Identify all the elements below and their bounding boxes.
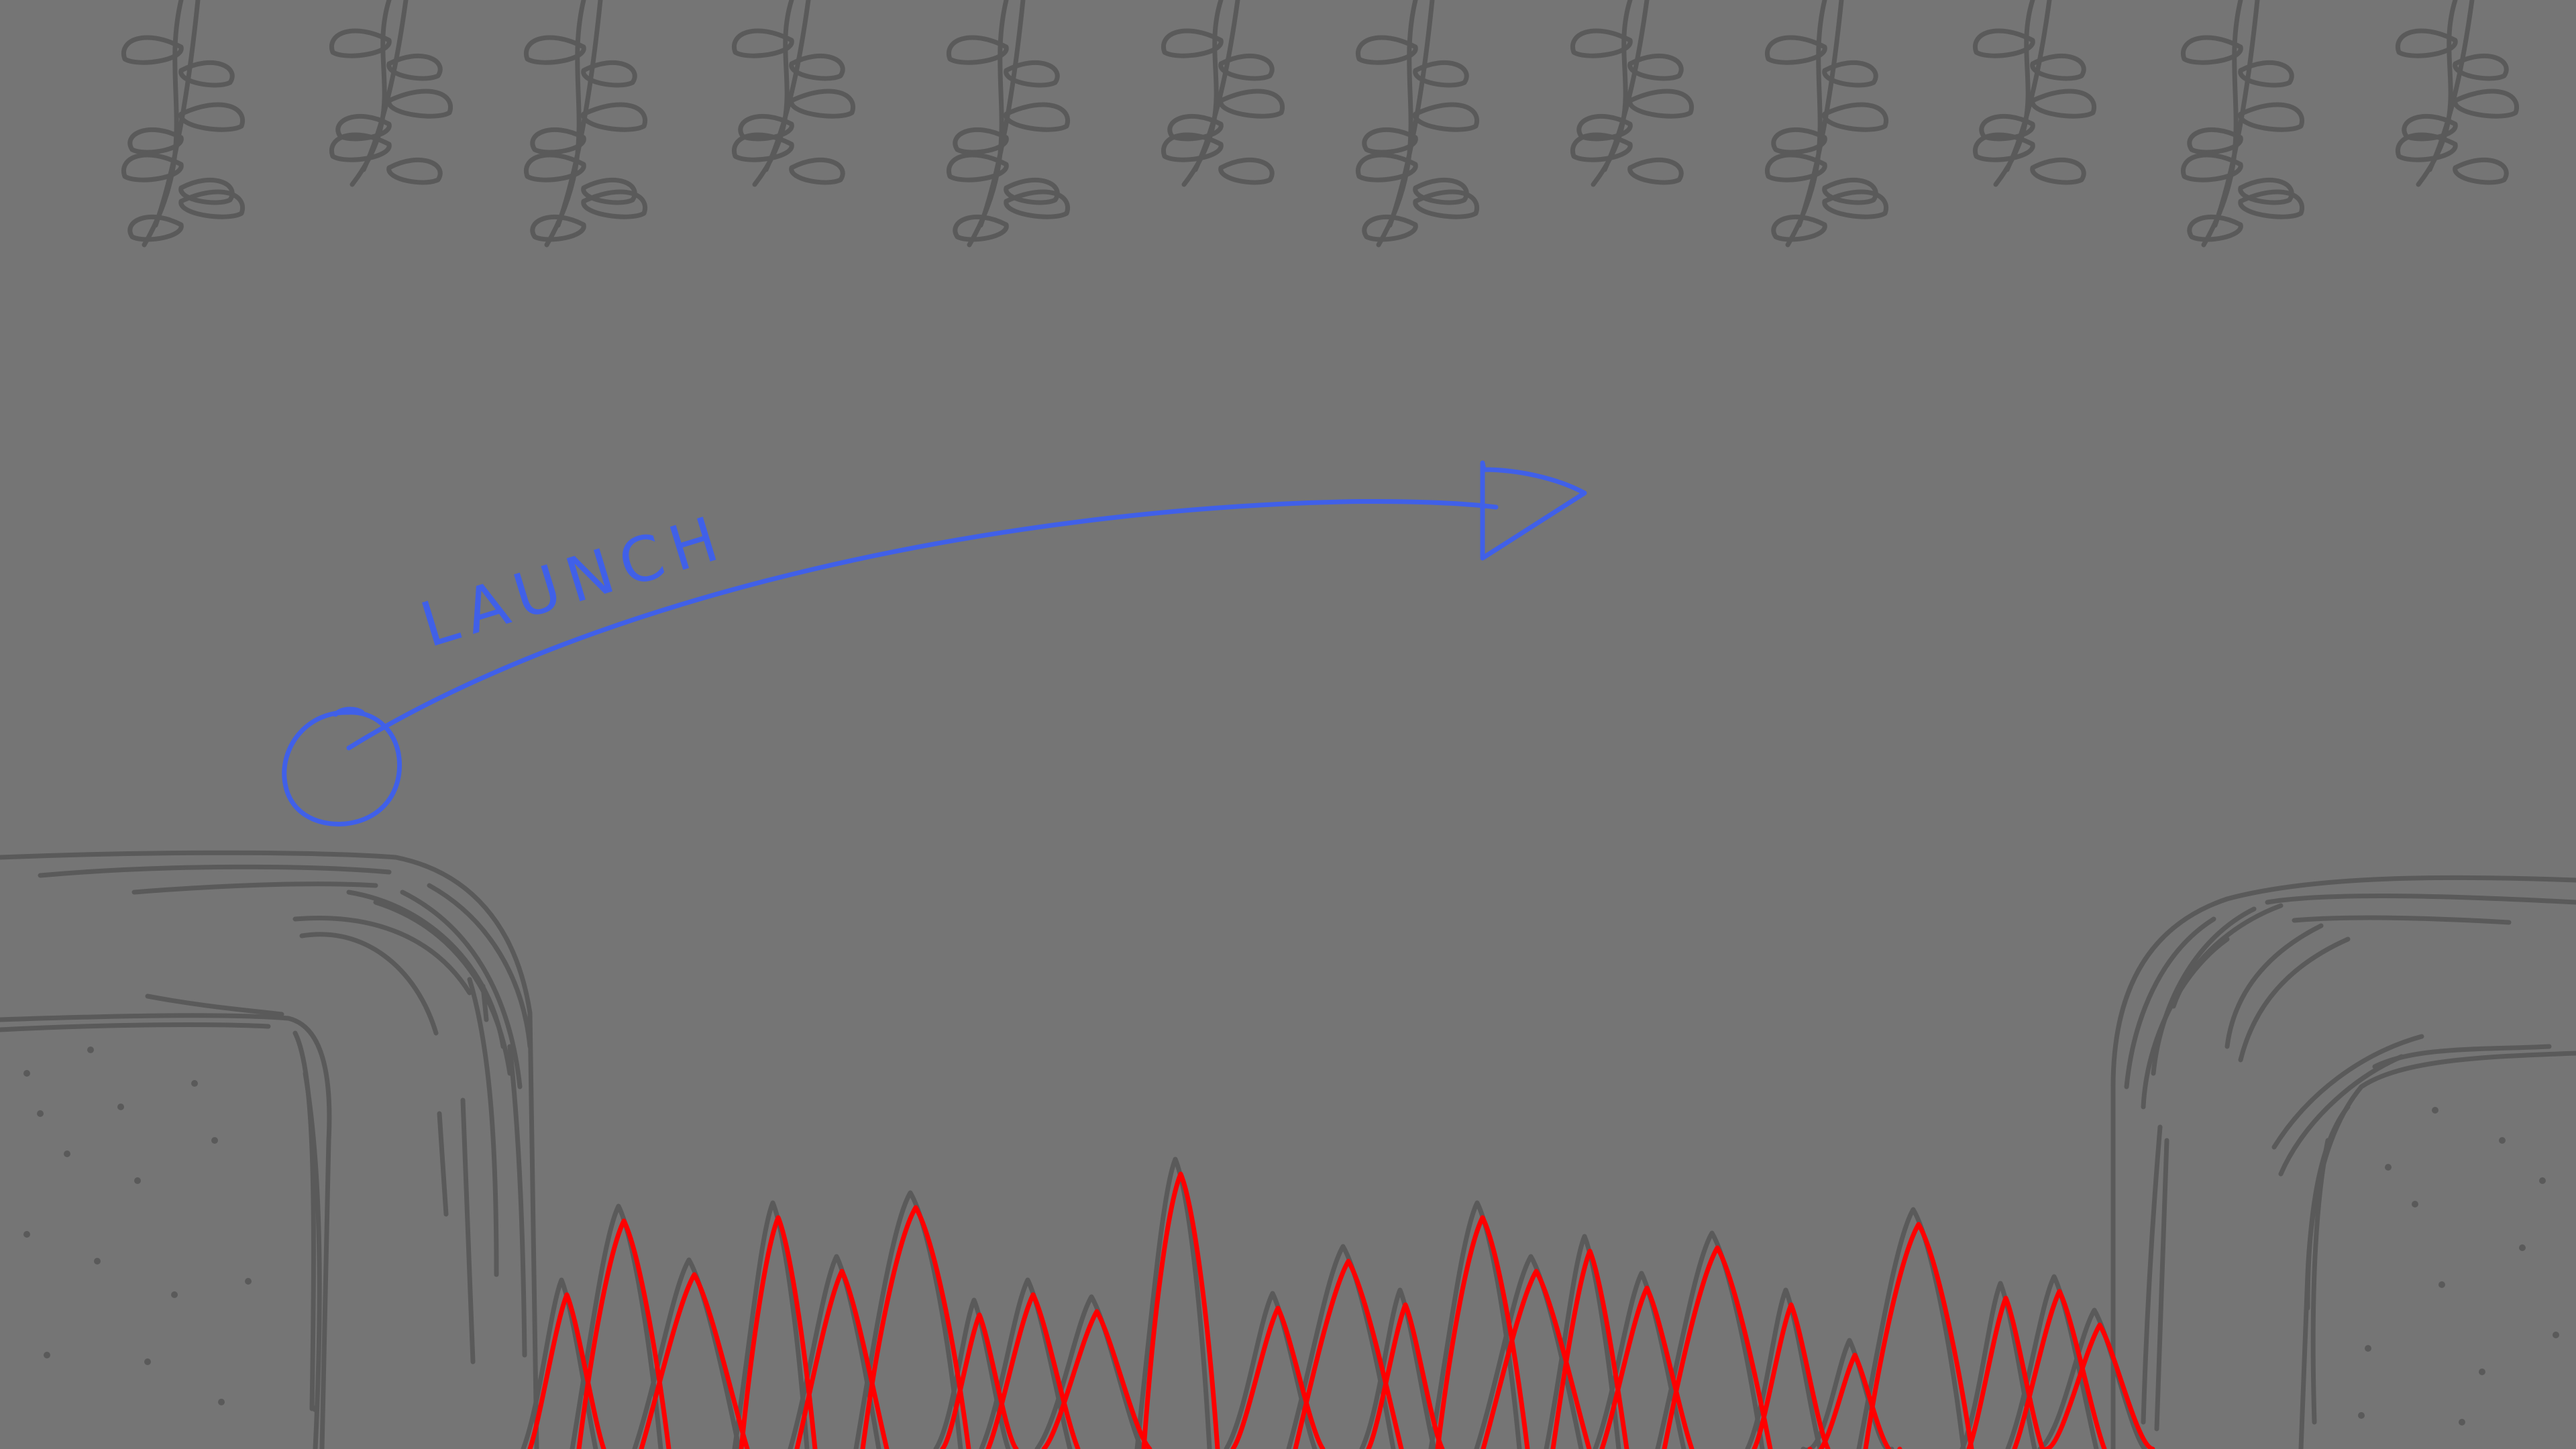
spike-row — [527, 1171, 2155, 1449]
vine — [121, 0, 245, 248]
trajectory-arrow-icon — [346, 498, 1499, 751]
vine — [329, 0, 453, 187]
spikes-hazard — [527, 1171, 2155, 1449]
vine — [524, 0, 647, 248]
left-cliff-texture — [23, 1046, 319, 1412]
vine — [947, 0, 1070, 248]
vine — [1356, 0, 1479, 248]
right-cliff-texture — [2358, 1107, 2559, 1426]
arrowhead-icon — [1480, 460, 1587, 561]
spikes-sketch — [521, 1157, 2147, 1449]
vine — [2181, 0, 2304, 248]
hanging-vines — [121, 0, 2519, 248]
vine — [2396, 0, 2519, 187]
vine — [1973, 0, 2096, 187]
spike-row-sketch — [521, 1157, 2147, 1449]
vine — [1765, 0, 1888, 248]
vine — [1570, 0, 1694, 187]
left-cliff — [0, 850, 539, 1449]
vine — [732, 0, 855, 187]
vine — [1161, 0, 1285, 187]
ball-icon — [282, 706, 402, 826]
right-cliff — [2110, 875, 2576, 1449]
